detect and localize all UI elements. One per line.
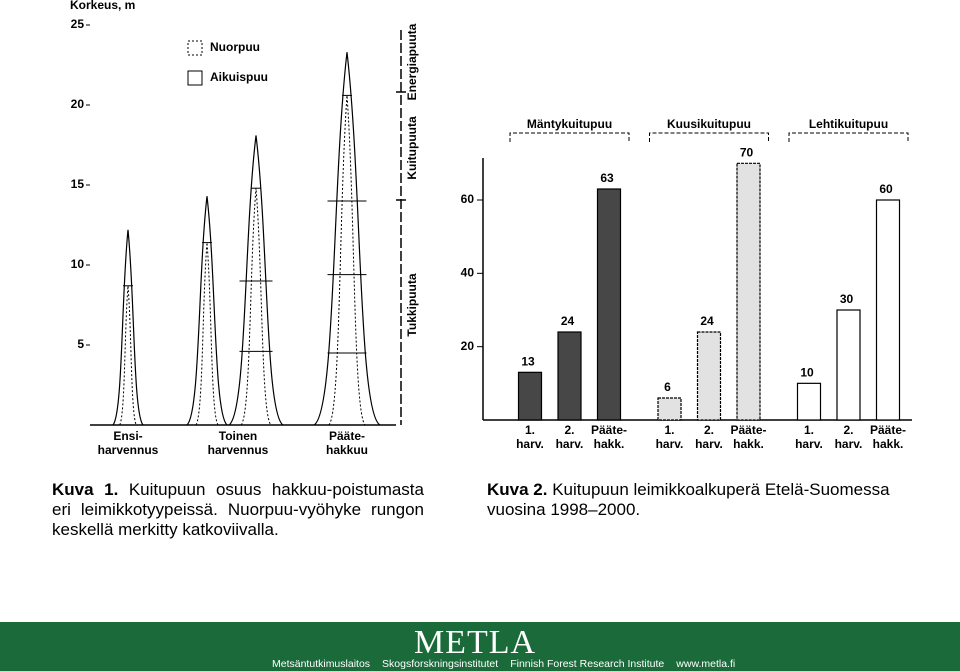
x-tick-label: harv. [656,437,684,451]
value-label: 70 [740,146,754,160]
stage-label: harvennus [98,443,159,457]
group-label: Lehtikuitupuu [809,117,888,131]
zone-label: Kuitupuuta [405,116,419,180]
stage-label: Ensi- [113,429,142,443]
legend-swatch [187,40,203,56]
zone-label: Energiapuuta [405,23,419,100]
x-tick-label: Pääte- [730,423,766,437]
x-tick-label: harv. [695,437,723,451]
x-tick-label: hakk. [594,437,625,451]
value-label: 24 [561,314,575,328]
footer-item: Metsäntutkimuslaitos [272,658,371,670]
x-tick-label: Pääte- [870,423,906,437]
footer-items: Metsäntutkimuslaitos Skogsforskningsinsti… [272,658,747,670]
group-label: Kuusikuitupuu [667,117,751,131]
bar [736,162,761,421]
bar [596,188,622,421]
caption-label: Kuva 2. [487,480,548,499]
footer-item: www.metla.fi [676,658,736,670]
caption-label: Kuva 1. [52,480,119,499]
bar [836,309,861,421]
x-tick-label: hakk. [733,437,764,451]
young-tree-outline [240,188,272,426]
logo: METLA [413,624,537,661]
footer: METLA Metsäntutkimuslaitos Skogsforskning… [0,622,960,671]
value-label: 63 [600,171,614,185]
x-tick-label: 2. [843,423,853,437]
value-label: 30 [840,292,854,306]
y-tick-label: 20 [461,339,475,353]
young-tree-outline [195,242,219,426]
x-tick-label: 1. [525,423,535,437]
x-tick-label: 2. [564,423,574,437]
group-bracket [649,132,769,142]
x-tick-label: harv. [795,437,823,451]
caption-text: Kuitupuun osuus hakkuu-poistumasta eri l… [52,480,424,539]
x-tick-label: harv. [556,437,584,451]
y-tick-label: 10 [71,257,85,271]
value-label: 13 [521,355,535,369]
value-label: 6 [664,380,671,394]
y-tick-label: 15 [71,177,85,191]
y-tick-label: 20 [71,97,85,111]
legend-label: Aikuispuu [210,70,268,84]
caption: Kuva 2. Kuitupuun leimikkoalkuperä Etelä… [487,480,947,520]
tree-outline [313,52,381,426]
value-label: 60 [879,182,893,196]
bar [517,371,543,421]
stage-label: Toinen [219,429,257,443]
tree-outline [228,135,284,426]
group-label: Mäntykuitupuu [527,117,612,131]
group-bracket [788,132,909,142]
value-label: 24 [700,314,714,328]
young-tree-outline [328,95,366,426]
stage-label: hakkuu [326,443,368,457]
tree-outline [112,229,144,426]
value-label: 10 [800,366,814,380]
y-tick-label: 25 [71,17,85,31]
caption: Kuva 1. Kuitupuun osuus hakkuu-poistumas… [52,480,424,540]
x-tick-label: hakk. [873,437,904,451]
group-bracket [509,132,630,142]
figures: Korkeus, m 5 10 15 20 25 Nuorpuu Aikuispuu Energ… [70,0,912,457]
y-tick-label: 60 [461,192,475,206]
young-tree-outline [119,285,137,426]
bar [796,382,822,421]
caption-text: Kuitupuun leimikkoalkuperä Etelä-Suomess… [487,480,890,519]
x-tick-label: 1. [664,423,674,437]
tree-outline [186,196,228,426]
footer-item: Skogsforskningsinstitutet [382,658,499,670]
x-tick-label: harv. [516,437,544,451]
y-tick-label: 40 [461,266,475,280]
x-tick-label: 2. [704,423,714,437]
x-tick-label: 1. [804,423,814,437]
bar [875,199,901,421]
x-tick-label: harv. [835,437,863,451]
bar [657,397,682,421]
y-tick-label: 5 [77,337,84,351]
axis-label: Korkeus, m [70,0,135,12]
legend-label: Nuorpuu [210,40,260,54]
x-tick-label: Pääte- [591,423,627,437]
stage-label: Pääte- [329,429,365,443]
bar [696,331,722,421]
bar [557,331,582,421]
footer-item: Finnish Forest Research Institute [510,658,665,670]
stage-label: harvennus [208,443,269,457]
legend-swatch [187,70,203,86]
zone-label: Tukkipuuta [405,273,419,336]
